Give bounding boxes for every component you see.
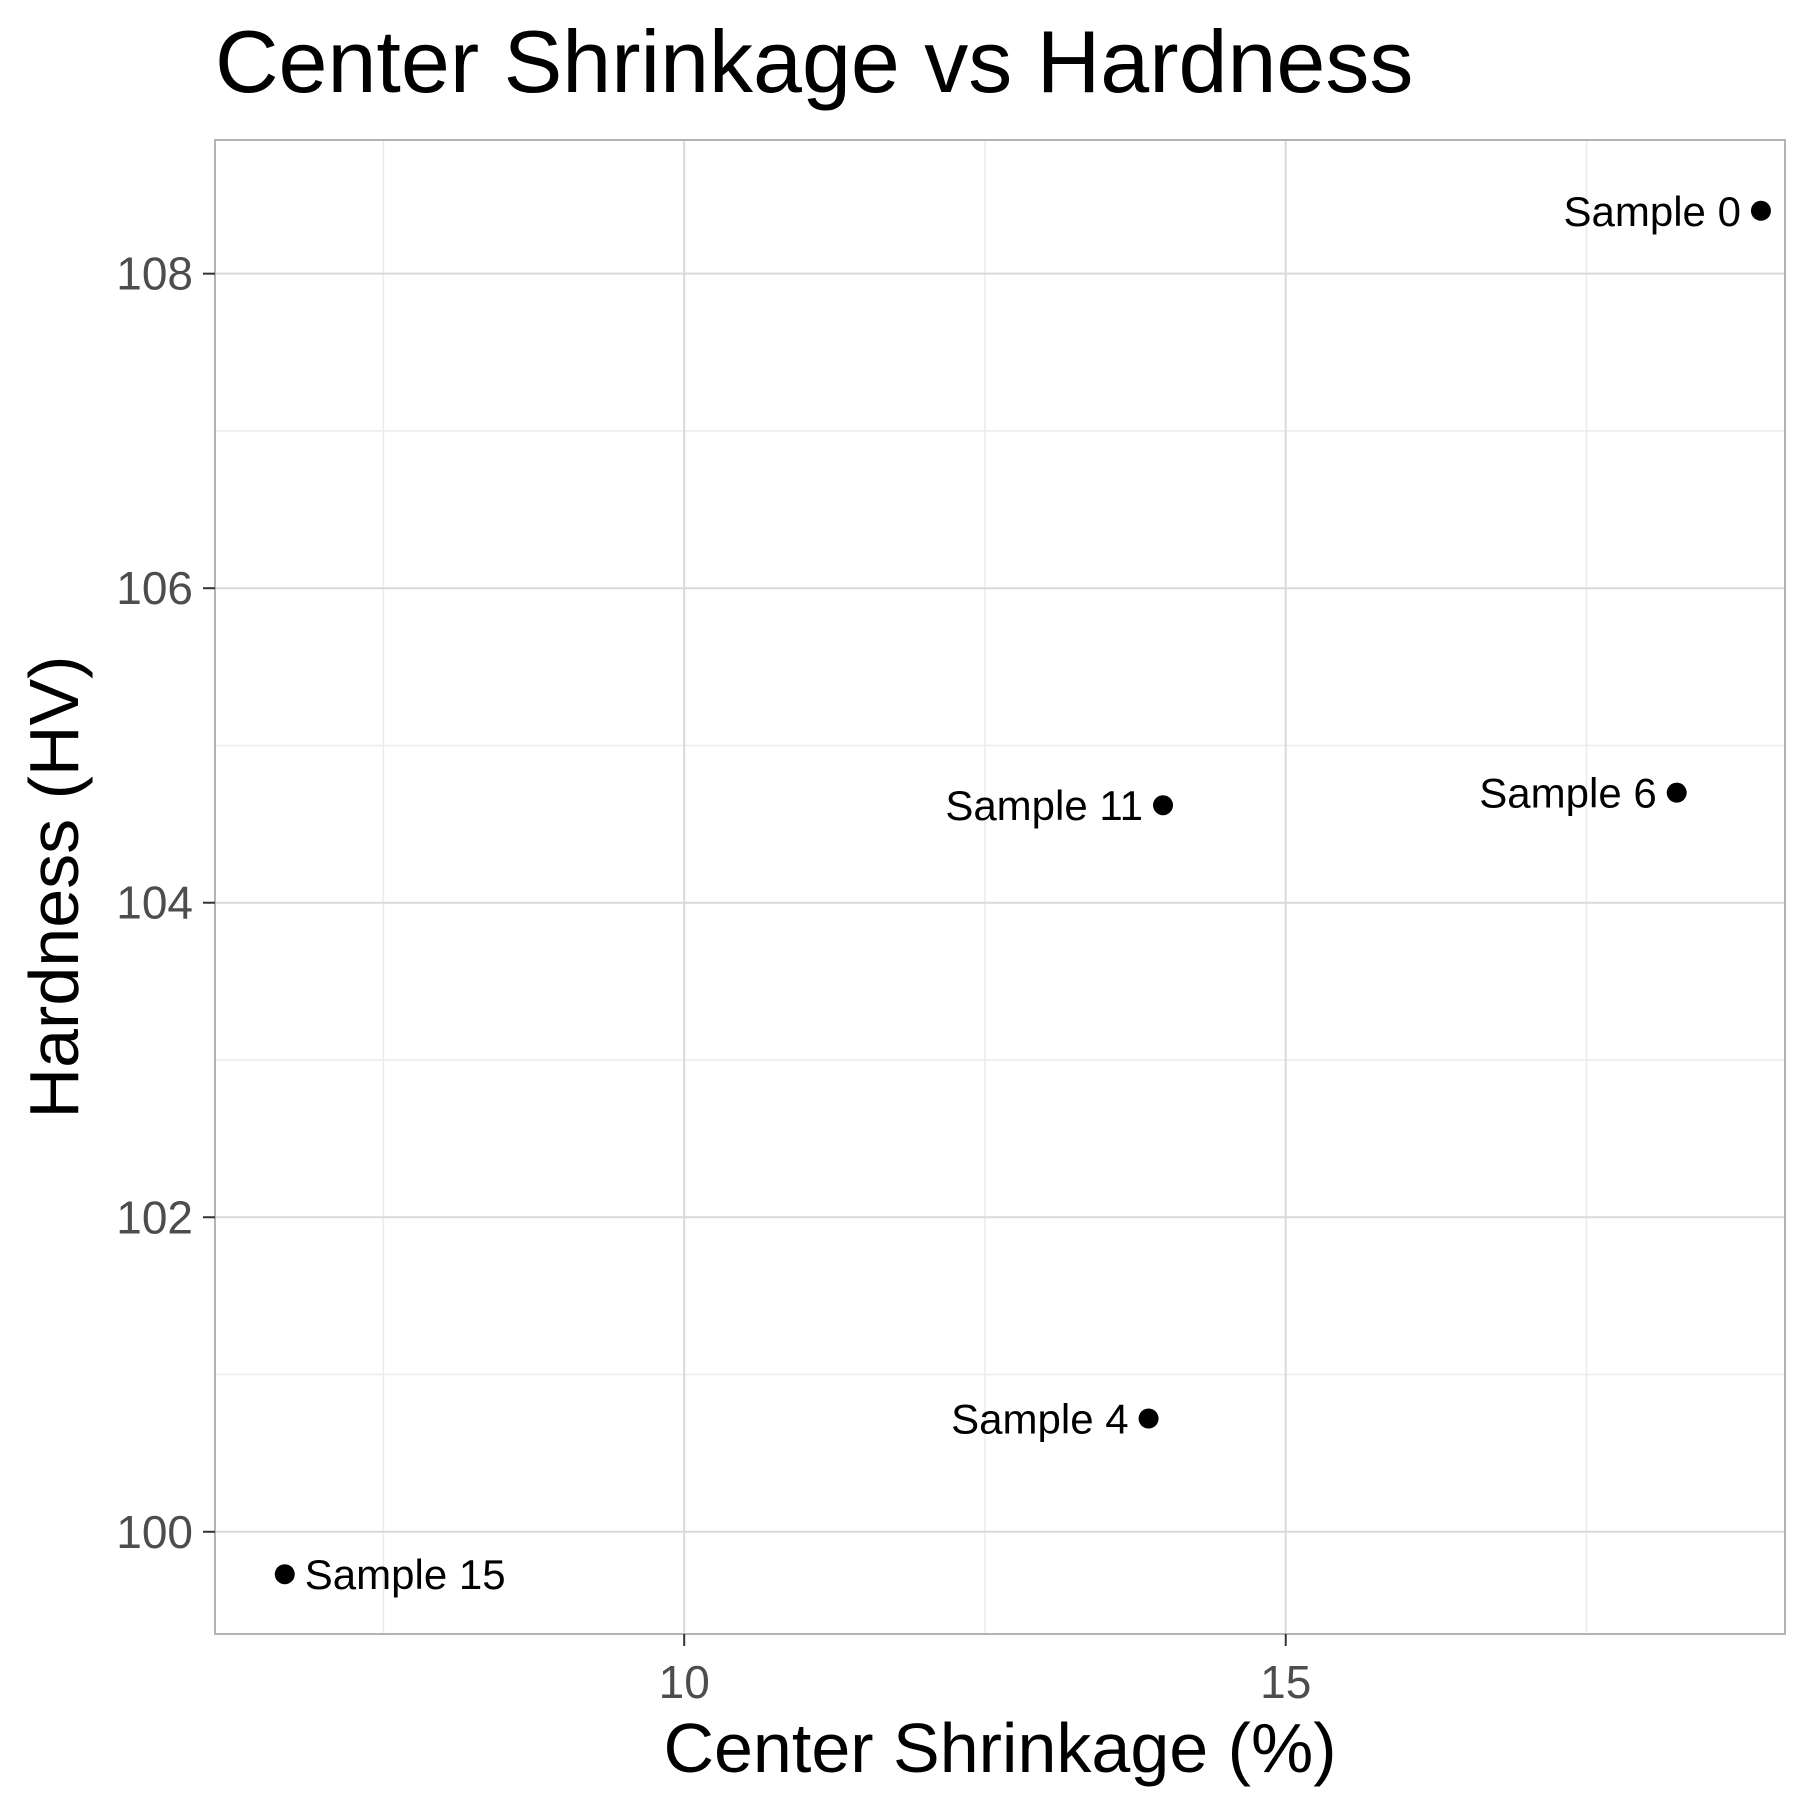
scatter-point	[274, 1564, 295, 1585]
x-tick-label: 15	[1260, 1656, 1311, 1708]
plot-panel-border	[214, 139, 1786, 1635]
points-layer: Sample 0 Sample 6 Sample 11 Sample 4 Sample …	[274, 188, 1771, 1598]
x-tick-label: 10	[659, 1656, 710, 1708]
y-tick-label: 100	[116, 1506, 193, 1558]
scatter-point	[1138, 1408, 1159, 1429]
tick-layer: 10 15 100 102 104 106 108	[116, 248, 1311, 1708]
scatter-point	[1750, 200, 1771, 221]
y-tick-label: 102	[116, 1191, 193, 1243]
grid-layer	[215, 140, 1785, 1634]
x-axis-title: Center Shrinkage (%)	[663, 1709, 1336, 1787]
y-tick-label: 104	[116, 877, 193, 929]
chart-title: Center Shrinkage vs Hardness	[215, 12, 1413, 111]
point-label: Sample 0	[1564, 188, 1741, 235]
y-axis-title: Hardness (HV)	[15, 656, 93, 1119]
point-label: Sample 15	[305, 1551, 506, 1598]
point-label: Sample 4	[951, 1396, 1128, 1443]
scatter-point	[1153, 795, 1174, 816]
y-tick-label: 108	[116, 248, 193, 300]
y-tick-label: 106	[116, 562, 193, 614]
scatter-point	[1666, 782, 1687, 803]
point-label: Sample 11	[945, 782, 1143, 829]
point-label: Sample 6	[1479, 770, 1656, 817]
